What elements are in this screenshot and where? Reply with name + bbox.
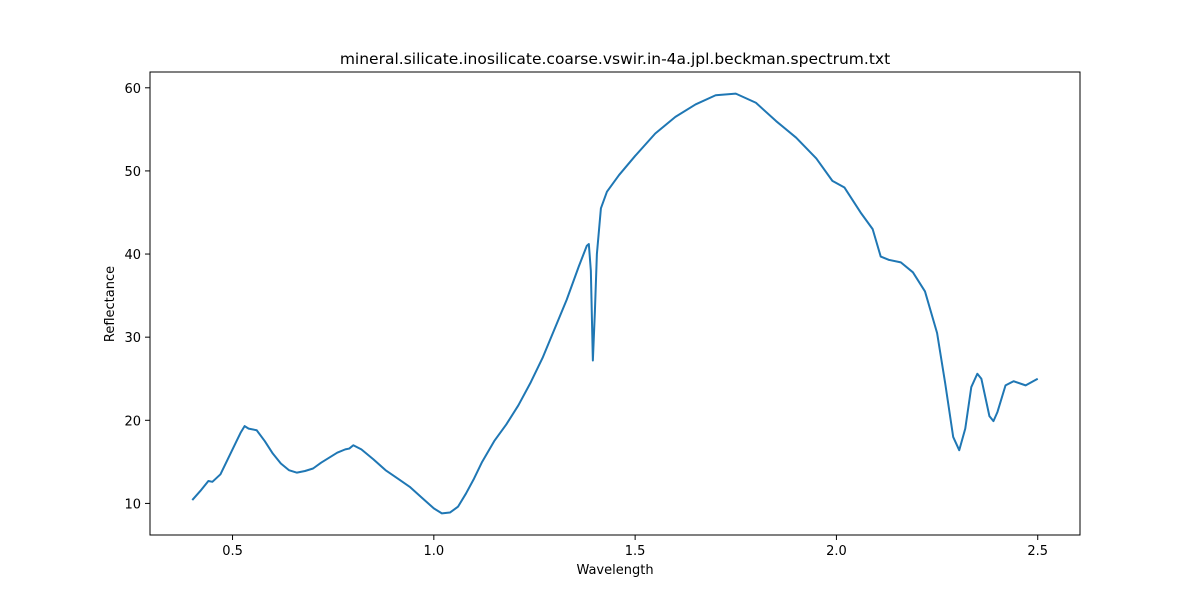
plot-frame (149, 71, 1081, 536)
data-line (191, 92, 1039, 515)
x-tick-label: 1.0 (423, 544, 444, 559)
y-tick-label: 60 (124, 82, 141, 97)
y-tick-label: 20 (124, 414, 141, 429)
x-tick-label: 2.0 (826, 544, 847, 559)
y-tick-label: 10 (124, 497, 141, 512)
x-axis-label: Wavelength (576, 563, 653, 578)
y-tick-label: 30 (124, 331, 141, 346)
x-tick-label: 2.5 (1027, 544, 1048, 559)
x-tick-label: 0.5 (222, 544, 243, 559)
y-axis-label: Reflectance (103, 266, 118, 342)
x-tick-label: 1.5 (625, 544, 646, 559)
y-tick-label: 40 (124, 248, 141, 263)
y-tick-label: 50 (124, 165, 141, 180)
chart-title: mineral.silicate.inosilicate.coarse.vswi… (340, 50, 890, 68)
